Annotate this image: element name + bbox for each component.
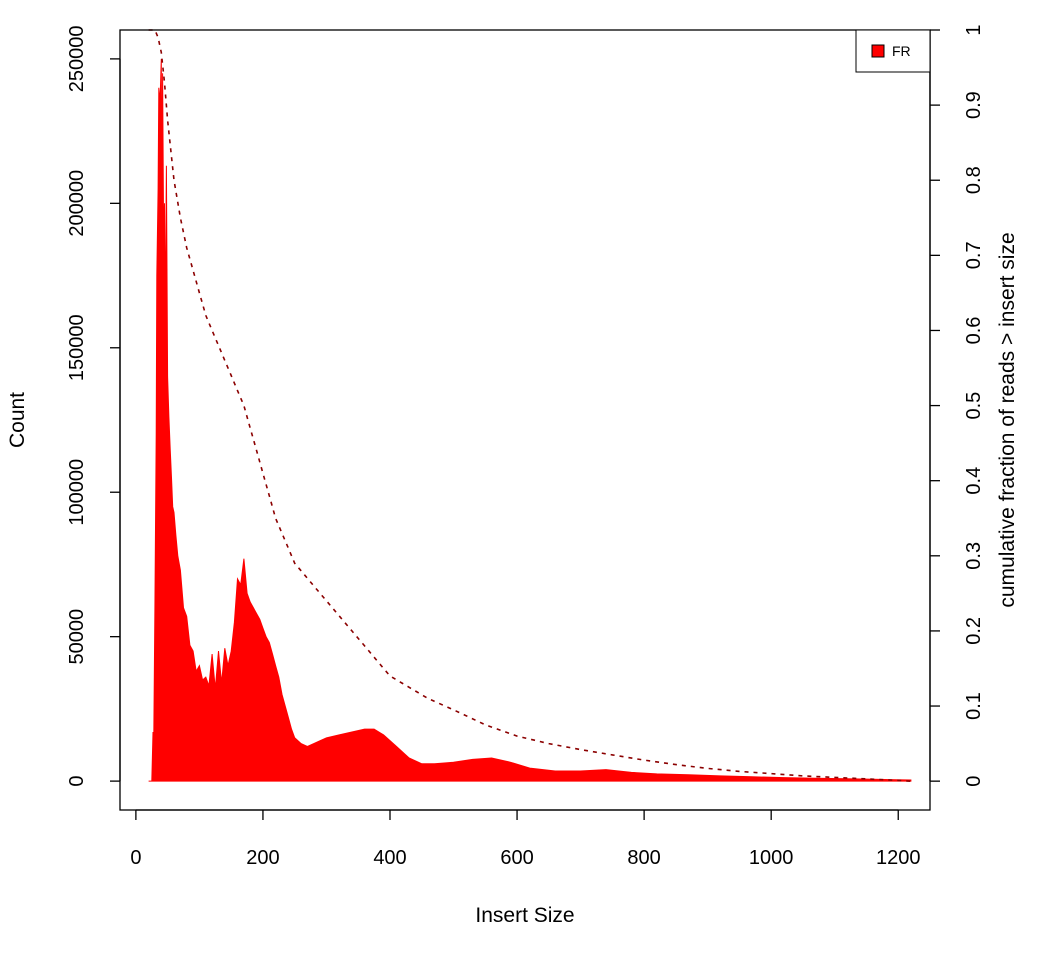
y-axis-right: 0 0.1 0.2 0.3 0.4 0.5 0.6 0.7 0.8 0.9 1 bbox=[929, 24, 985, 787]
y-tick-label: 100000 bbox=[66, 459, 88, 526]
cumulative-fraction-line bbox=[148, 29, 911, 782]
x-tick-label: 1200 bbox=[876, 847, 921, 869]
x-tick-label: 400 bbox=[373, 847, 406, 869]
histogram-series-fr bbox=[148, 58, 912, 782]
x-tick-label: 800 bbox=[627, 847, 660, 869]
x-tick-label: 0 bbox=[130, 847, 141, 869]
y2-tick-label: 0.1 bbox=[963, 692, 985, 720]
y2-axis-label: cumulative fraction of reads > insert si… bbox=[996, 232, 1019, 607]
y-axis-label: Count bbox=[6, 392, 29, 448]
legend-swatch bbox=[871, 44, 885, 58]
y-tick-label: 50000 bbox=[66, 609, 88, 665]
x-tick-label: 600 bbox=[500, 847, 533, 869]
y-tick-label: 200000 bbox=[66, 170, 88, 237]
y2-tick-label: 0 bbox=[963, 776, 985, 787]
y-axis-left: 0 50000 100000 150000 200000 250000 bbox=[66, 26, 121, 787]
y2-tick-label: 0.5 bbox=[963, 392, 985, 420]
y-tick-label: 150000 bbox=[66, 314, 88, 381]
x-axis: 0 200 400 600 800 1000 1200 bbox=[130, 809, 921, 869]
y2-tick-label: 0.6 bbox=[963, 317, 985, 345]
cumulative-layer bbox=[148, 29, 911, 782]
y2-tick-label: 0.3 bbox=[963, 542, 985, 570]
y2-tick-label: 0.9 bbox=[963, 91, 985, 119]
x-tick-label: 200 bbox=[246, 847, 279, 869]
y2-tick-label: 0.2 bbox=[963, 617, 985, 645]
y2-tick-label: 0.4 bbox=[963, 467, 985, 495]
x-tick-label: 1000 bbox=[749, 847, 794, 869]
legend-box bbox=[855, 29, 931, 73]
y-tick-label: 0 bbox=[66, 776, 88, 787]
legend-label-fr: FR bbox=[892, 43, 911, 59]
y-tick-label: 250000 bbox=[66, 26, 88, 93]
x-axis-label: Insert Size bbox=[475, 904, 574, 927]
y2-tick-label: 1 bbox=[963, 24, 985, 35]
legend: FR bbox=[855, 29, 931, 73]
y2-tick-label: 0.7 bbox=[963, 241, 985, 269]
histogram-layer bbox=[148, 58, 912, 782]
y2-tick-label: 0.8 bbox=[963, 166, 985, 194]
